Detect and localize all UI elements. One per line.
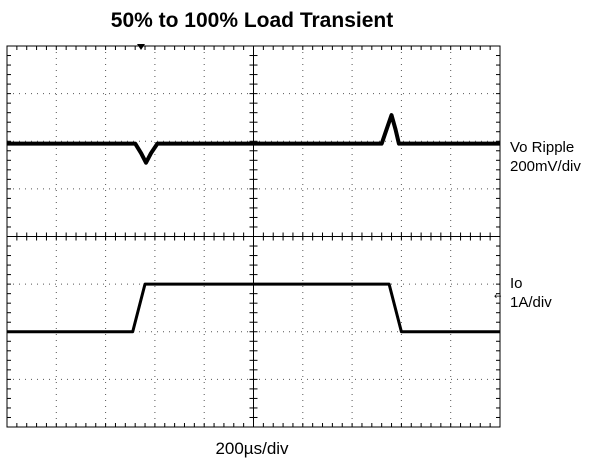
trace-io (7, 282, 500, 334)
trigger-marker-icon (137, 44, 145, 50)
series-label-vo-ripple: Vo Ripple (510, 139, 574, 156)
series-label-io: Io (510, 275, 523, 292)
chart-title: 50% to 100% Load Transient (111, 9, 393, 32)
traces (7, 113, 500, 334)
trace-vo-ripple (7, 113, 500, 165)
x-axis-scale-label: 200µs/div (215, 439, 289, 458)
series-scale-io: 1A/div (510, 294, 552, 311)
series-scale-vo-ripple: 200mV/div (510, 158, 581, 175)
plot-grid (6, 44, 501, 428)
io-ground-marker-icon: ← (494, 292, 502, 302)
